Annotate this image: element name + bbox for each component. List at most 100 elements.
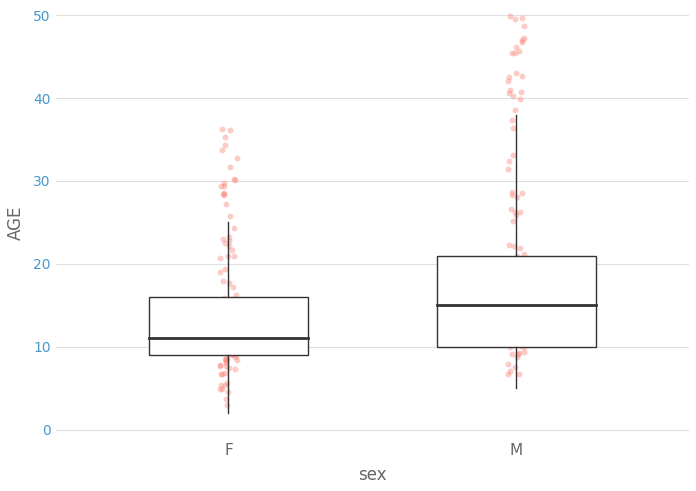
Point xyxy=(509,15,521,23)
Point xyxy=(512,321,523,329)
Point xyxy=(230,341,242,349)
Point xyxy=(515,269,526,277)
Point xyxy=(517,38,528,46)
Point xyxy=(216,125,228,133)
Point xyxy=(219,333,230,341)
Point xyxy=(217,190,228,198)
Point xyxy=(503,281,514,289)
Point xyxy=(510,297,521,305)
Point xyxy=(226,351,237,358)
Point xyxy=(215,321,226,329)
Point xyxy=(509,242,520,250)
Point xyxy=(509,287,520,295)
Point xyxy=(512,289,523,297)
Point xyxy=(216,381,227,389)
Point xyxy=(230,345,242,353)
Point xyxy=(230,353,241,361)
Point xyxy=(513,350,524,357)
Point xyxy=(230,305,241,313)
Point xyxy=(512,297,523,305)
Point xyxy=(507,275,519,283)
Point xyxy=(509,306,520,314)
Point xyxy=(506,49,517,56)
Point xyxy=(222,343,233,351)
Point xyxy=(512,192,523,200)
Point xyxy=(507,279,519,287)
Point xyxy=(219,300,230,308)
Point xyxy=(518,336,529,344)
Point xyxy=(509,288,521,296)
Point xyxy=(505,312,516,320)
Point xyxy=(519,22,530,29)
Point xyxy=(514,244,525,251)
Point xyxy=(512,313,523,321)
Point xyxy=(504,336,515,344)
Point xyxy=(214,254,226,262)
Point xyxy=(230,352,242,359)
Point xyxy=(219,344,230,352)
Point xyxy=(512,265,523,273)
Point xyxy=(223,329,235,337)
Point xyxy=(219,141,230,149)
Point xyxy=(518,296,529,303)
Point xyxy=(512,251,523,259)
Point xyxy=(514,325,525,332)
Point xyxy=(228,333,239,341)
Point xyxy=(505,86,516,94)
Point xyxy=(510,107,521,114)
Point xyxy=(503,360,514,368)
Point xyxy=(509,49,520,57)
Point xyxy=(519,305,530,313)
Bar xyxy=(437,255,596,347)
Point xyxy=(509,363,521,371)
Point xyxy=(228,295,239,303)
Point xyxy=(503,77,514,85)
Point xyxy=(510,301,521,309)
Point xyxy=(220,369,231,377)
Point xyxy=(230,333,242,341)
Point xyxy=(228,283,239,291)
Point xyxy=(216,370,228,378)
Point xyxy=(516,277,528,285)
Point xyxy=(509,317,520,325)
Point xyxy=(512,310,523,318)
Point xyxy=(223,345,235,353)
Point xyxy=(222,336,233,344)
Point xyxy=(223,315,234,323)
Point xyxy=(216,349,228,357)
Point xyxy=(519,34,530,42)
Point xyxy=(221,359,232,367)
Point xyxy=(512,307,523,315)
Point xyxy=(515,280,526,288)
Point xyxy=(226,344,237,352)
Point xyxy=(215,370,226,378)
Point xyxy=(514,370,525,378)
Point xyxy=(225,126,236,134)
Point xyxy=(219,310,230,318)
Point xyxy=(224,212,235,219)
Point xyxy=(504,242,515,249)
Point xyxy=(511,330,522,338)
Y-axis label: AGE: AGE xyxy=(7,205,25,240)
Point xyxy=(216,321,227,328)
Point xyxy=(216,146,227,154)
Point xyxy=(228,336,239,344)
Point xyxy=(503,289,514,297)
Point xyxy=(519,273,530,281)
Point xyxy=(516,189,528,197)
Point xyxy=(505,12,516,20)
Point xyxy=(509,332,520,340)
Point xyxy=(503,73,514,81)
Point xyxy=(506,188,517,195)
Point xyxy=(505,343,516,351)
Point xyxy=(514,281,525,289)
Point xyxy=(216,342,227,350)
Point xyxy=(512,257,523,265)
Point xyxy=(515,268,526,275)
Point xyxy=(512,270,523,277)
Point xyxy=(220,346,231,354)
Point xyxy=(219,338,230,346)
Point xyxy=(214,332,226,340)
Point xyxy=(506,337,517,345)
Point xyxy=(503,165,514,173)
